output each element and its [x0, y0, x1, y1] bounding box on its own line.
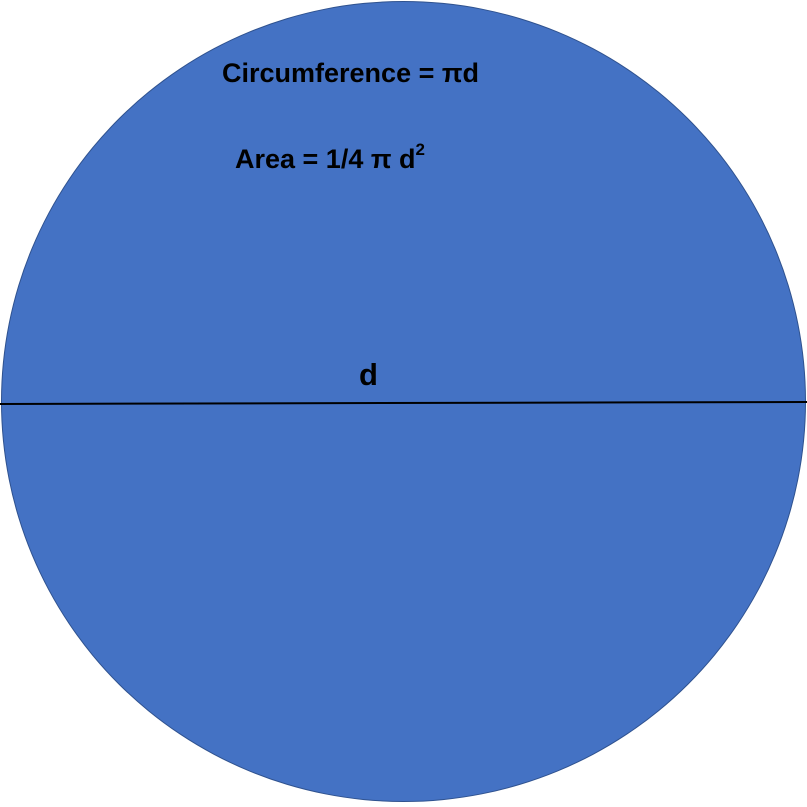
area-formula: Area = 1/4 π d2	[235, 140, 425, 176]
area-formula-text: Area = 1/4 π d	[235, 144, 416, 174]
circumference-formula: Circumference = πd	[222, 58, 480, 88]
area-formula-exponent: 2	[415, 140, 425, 159]
diameter-label: d	[359, 357, 378, 392]
